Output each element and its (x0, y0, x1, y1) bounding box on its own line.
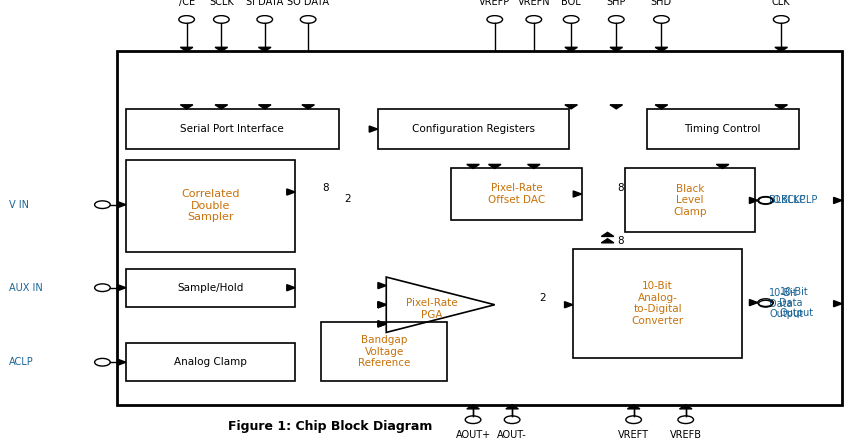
Polygon shape (117, 359, 126, 365)
Text: BLKCLP: BLKCLP (769, 195, 806, 206)
Polygon shape (680, 405, 692, 409)
Polygon shape (117, 284, 126, 291)
Text: BLKCLP: BLKCLP (781, 195, 818, 206)
Polygon shape (655, 105, 667, 109)
Polygon shape (467, 405, 479, 409)
Polygon shape (181, 105, 193, 109)
Text: ACLP: ACLP (9, 357, 34, 367)
FancyBboxPatch shape (647, 109, 799, 149)
Polygon shape (565, 47, 577, 52)
Polygon shape (610, 47, 622, 52)
Polygon shape (378, 321, 386, 327)
Polygon shape (565, 105, 577, 109)
Polygon shape (369, 126, 378, 132)
Text: SHP: SHP (607, 0, 626, 7)
Text: VREFN: VREFN (517, 0, 550, 7)
Polygon shape (610, 105, 622, 109)
Polygon shape (259, 47, 271, 52)
Text: Data: Data (779, 298, 803, 308)
Polygon shape (215, 105, 227, 109)
Polygon shape (286, 284, 295, 291)
Text: Pixel-Rate
Offset DAC: Pixel-Rate Offset DAC (488, 183, 545, 205)
FancyBboxPatch shape (625, 168, 755, 232)
Polygon shape (181, 47, 193, 52)
Text: O: O (773, 195, 780, 206)
Polygon shape (286, 189, 295, 195)
Polygon shape (378, 283, 386, 289)
Text: 8: 8 (617, 183, 624, 193)
Polygon shape (749, 299, 758, 306)
FancyBboxPatch shape (117, 52, 842, 405)
Text: Output: Output (769, 309, 803, 319)
Text: Black
Level
Clamp: Black Level Clamp (674, 184, 707, 217)
Text: Serial Port Interface: Serial Port Interface (181, 124, 284, 134)
Text: www.elecfans.com: www.elecfans.com (673, 385, 751, 394)
Polygon shape (775, 105, 787, 109)
Polygon shape (259, 105, 271, 109)
Polygon shape (628, 405, 640, 409)
Polygon shape (378, 321, 386, 327)
FancyBboxPatch shape (321, 322, 447, 381)
Text: VREFB: VREFB (670, 430, 701, 440)
Polygon shape (117, 202, 126, 208)
Polygon shape (489, 164, 501, 168)
Text: /CE: /CE (179, 0, 194, 7)
Text: Configuration Registers: Configuration Registers (411, 124, 535, 134)
Polygon shape (775, 47, 787, 52)
Polygon shape (749, 198, 758, 203)
Polygon shape (378, 302, 386, 308)
Text: 2: 2 (344, 194, 351, 204)
Text: Figure 1: Chip Block Diagram: Figure 1: Chip Block Diagram (227, 419, 432, 433)
FancyBboxPatch shape (126, 160, 295, 251)
FancyBboxPatch shape (451, 168, 582, 220)
Polygon shape (602, 232, 614, 236)
Text: 10-Bit: 10-Bit (779, 287, 808, 297)
Text: V IN: V IN (9, 200, 29, 209)
Text: 10-Bit
Analog-
to-Digital
Converter: 10-Bit Analog- to-Digital Converter (631, 281, 684, 326)
Text: Pixel-Rate
PGA: Pixel-Rate PGA (406, 298, 457, 320)
Polygon shape (528, 164, 540, 168)
Polygon shape (602, 239, 614, 243)
Text: CLK: CLK (772, 0, 791, 7)
Text: AUX IN: AUX IN (9, 283, 43, 293)
Text: 10-Bit: 10-Bit (769, 288, 798, 298)
Text: Correlated
Double
Sampler: Correlated Double Sampler (181, 189, 240, 222)
Text: VREFT: VREFT (618, 430, 649, 440)
FancyBboxPatch shape (126, 269, 295, 307)
Text: SCLK: SCLK (209, 0, 233, 7)
FancyBboxPatch shape (126, 343, 295, 381)
Polygon shape (573, 191, 582, 197)
Text: Output: Output (779, 308, 813, 318)
FancyBboxPatch shape (126, 109, 339, 149)
Polygon shape (378, 302, 386, 308)
Text: Bandgap
Voltage
Reference: Bandgap Voltage Reference (358, 335, 411, 368)
Polygon shape (302, 105, 314, 109)
Text: Analog Clamp: Analog Clamp (174, 357, 247, 367)
Text: AOUT+: AOUT+ (456, 430, 490, 440)
Text: 电子发烧友: 电子发烧友 (588, 322, 662, 347)
FancyBboxPatch shape (573, 249, 742, 358)
Text: BOL: BOL (562, 0, 581, 7)
Text: AOUT-: AOUT- (497, 430, 527, 440)
Text: SO DATA: SO DATA (287, 0, 329, 7)
Text: 8: 8 (617, 236, 624, 246)
Text: 8: 8 (322, 183, 329, 193)
Text: Sample/Hold: Sample/Hold (177, 283, 244, 293)
FancyBboxPatch shape (378, 109, 569, 149)
Polygon shape (215, 47, 227, 52)
Text: Data: Data (769, 299, 792, 309)
Text: 2: 2 (539, 293, 546, 303)
Polygon shape (716, 164, 729, 168)
Polygon shape (467, 164, 479, 168)
Text: Timing Control: Timing Control (684, 124, 761, 134)
Text: VREFP: VREFP (479, 0, 510, 7)
Polygon shape (833, 301, 842, 307)
Text: SHD: SHD (651, 0, 672, 7)
Polygon shape (655, 47, 667, 52)
Text: SI DATA: SI DATA (247, 0, 283, 7)
Polygon shape (506, 405, 518, 409)
Polygon shape (564, 302, 573, 308)
Polygon shape (833, 198, 842, 203)
